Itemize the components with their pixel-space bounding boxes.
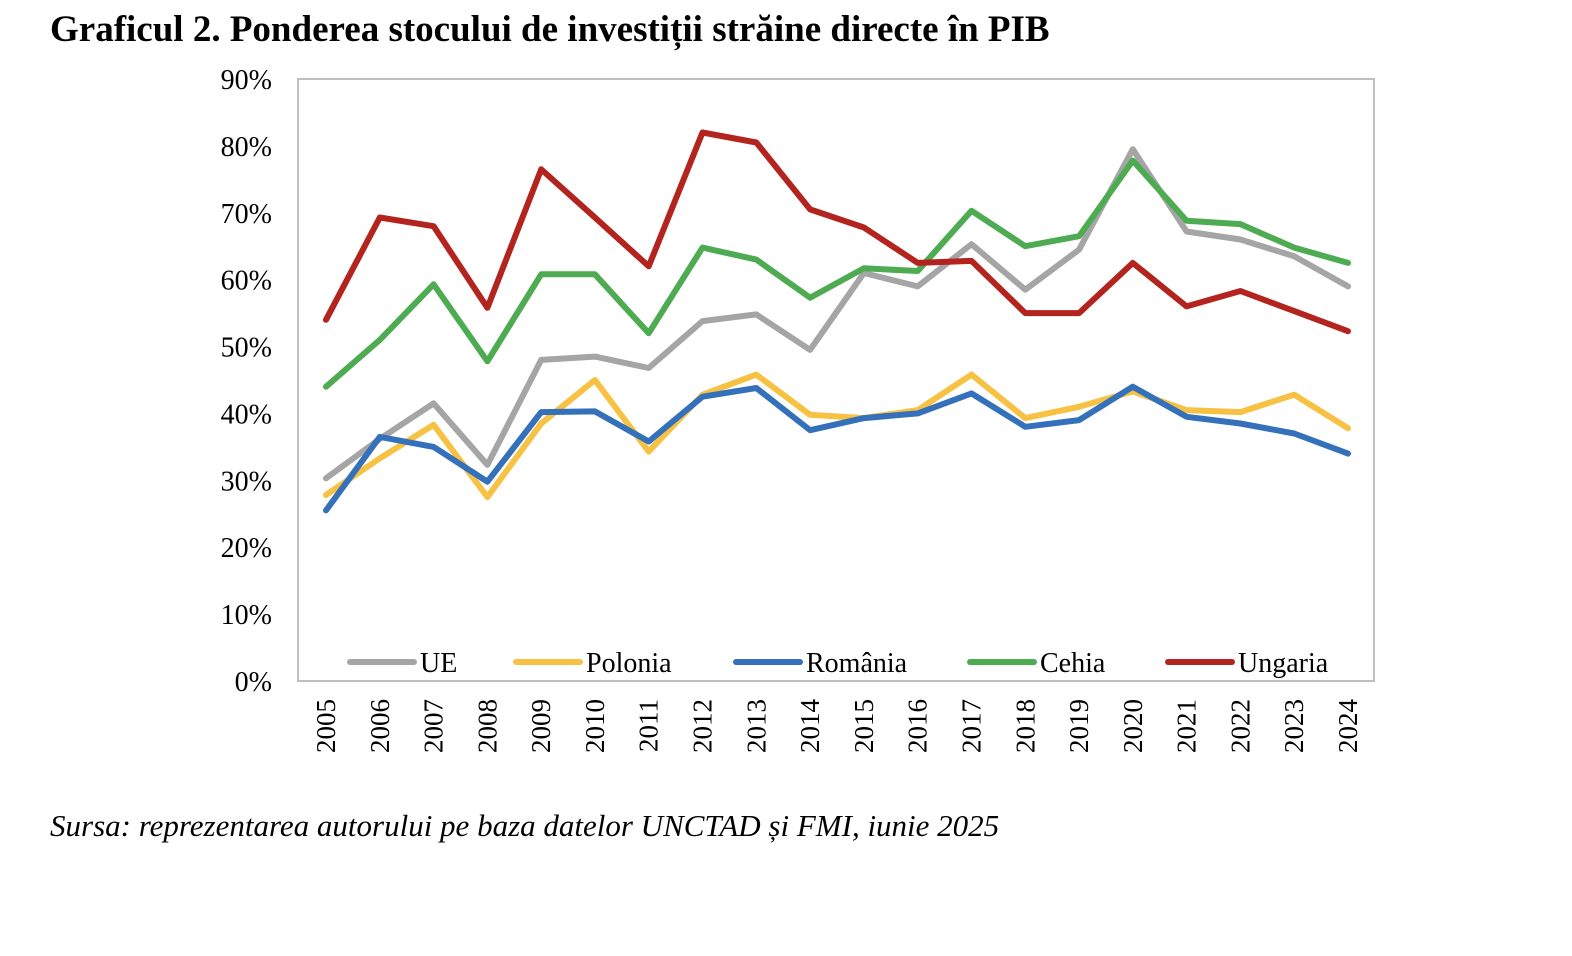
x-axis: 2005 2006 2007 2008 2009 2010 2011 2012 2013 2014…: [311, 699, 1363, 754]
series-line-polonia: [323, 371, 1351, 501]
plot-area-border: [297, 78, 1375, 682]
x-tick-label: 2006: [365, 699, 395, 753]
y-tick-label: 60%: [221, 266, 272, 297]
x-tick-label: 2011: [634, 699, 664, 752]
x-tick-label: 2007: [419, 699, 449, 753]
y-axis: 0% 10% 20% 30% 40% 50% 60% 70% 80% 90%: [221, 65, 272, 698]
x-tick-label: 2015: [849, 699, 879, 753]
y-tick-label: 70%: [221, 199, 272, 230]
x-tick-label: 2018: [1010, 699, 1040, 753]
x-tick-label: 2022: [1225, 699, 1255, 753]
series-line-ungaria: [323, 129, 1351, 335]
legend-label-rom-nia: România: [806, 648, 908, 679]
legend: UE Polonia România Cehia Ungaria: [347, 648, 1329, 679]
y-tick-label: 20%: [221, 533, 272, 564]
x-tick-label: 2021: [1172, 699, 1202, 753]
x-tick-label: 2020: [1118, 699, 1148, 753]
source-note: Sursa: reprezentarea autorului pe baza d…: [50, 808, 1000, 843]
y-tick-label: 90%: [221, 65, 272, 96]
legend-label-ungaria: Ungaria: [1238, 648, 1329, 679]
x-tick-label: 2009: [526, 699, 556, 753]
x-tick-label: 2008: [472, 699, 502, 753]
x-tick-label: 2019: [1064, 699, 1094, 753]
y-tick-label: 10%: [221, 600, 272, 631]
series-line-ue: [323, 146, 1351, 482]
x-tick-label: 2023: [1279, 699, 1309, 753]
y-tick-label: 40%: [221, 399, 272, 430]
series-line-rom-nia: [323, 383, 1351, 514]
series-line-cehia: [323, 157, 1351, 390]
x-tick-label: 2014: [795, 699, 825, 754]
chart-title: Graficul 2. Ponderea stocului de investi…: [50, 9, 1050, 50]
y-tick-label: 0%: [235, 667, 272, 698]
x-tick-label: 2016: [903, 699, 933, 753]
x-tick-label: 2012: [688, 699, 718, 753]
x-tick-label: 2024: [1333, 699, 1363, 754]
x-tick-label: 2010: [580, 699, 610, 753]
legend-label-polonia: Polonia: [586, 648, 672, 679]
legend-label-cehia: Cehia: [1040, 648, 1106, 679]
y-tick-label: 50%: [221, 333, 272, 364]
legend-label-ue: UE: [420, 648, 457, 679]
y-tick-label: 30%: [221, 466, 272, 497]
y-tick-label: 80%: [221, 132, 272, 163]
x-tick-label: 2017: [956, 699, 986, 753]
x-tick-label: 2005: [311, 699, 341, 753]
x-tick-label: 2013: [741, 699, 771, 753]
series-lines: [323, 129, 1351, 514]
line-chart: 0%10%20%30%40%50%60%70%80%90% 2005 2006 20…: [221, 65, 1375, 754]
